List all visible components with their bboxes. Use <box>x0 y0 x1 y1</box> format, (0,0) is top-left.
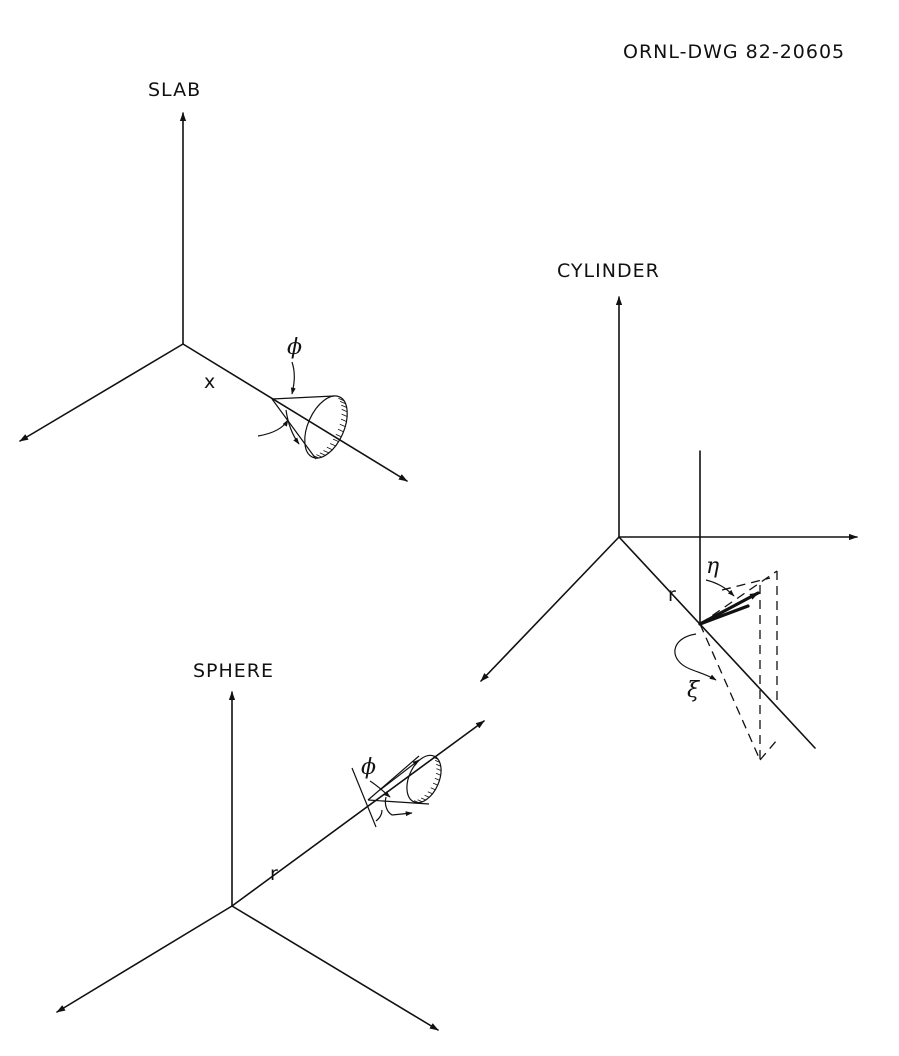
cone-hatch-line <box>339 423 346 427</box>
drawing-number: ORNL-DWG 82-20605 <box>623 41 845 63</box>
sphere-left-axis <box>56 905 233 1013</box>
sphere-diagram: SPHERE r ϕ <box>56 660 485 1031</box>
cylinder-eta-label: η <box>706 554 719 579</box>
sphere-cone-shading <box>413 756 442 803</box>
cone-hatch-line <box>341 404 347 408</box>
cylinder-direction-vector-2 <box>698 604 750 626</box>
sphere-right-axis <box>231 905 439 1031</box>
slab-left-axis <box>19 343 184 442</box>
cylinder-projection-dash <box>721 577 771 591</box>
slab-direction-axis <box>182 343 408 482</box>
slab-azimuth-arrow <box>257 419 289 437</box>
slab-cone-base <box>304 395 348 459</box>
cone-hatch-line <box>436 763 441 767</box>
slab-cone-upper-edge <box>271 395 335 400</box>
slab-angle-arrow <box>290 361 296 395</box>
slab-azimuth-arrow-lower <box>285 409 300 445</box>
cone-hatch-line <box>434 777 440 781</box>
cone-hatch-line <box>326 446 333 451</box>
sphere-angle-label: ϕ <box>361 755 376 780</box>
cone-hatch-line <box>436 768 442 771</box>
cylinder-diagram: CYLINDER r η ξ <box>480 260 858 761</box>
sphere-tangent-plane <box>351 767 377 828</box>
cone-hatch-line <box>338 397 345 402</box>
cylinder-left-axis <box>480 536 620 682</box>
cone-hatch-line <box>323 450 330 454</box>
cone-hatch-line <box>434 759 440 763</box>
cone-hatch-line <box>432 782 438 786</box>
cone-hatch-line <box>420 797 426 801</box>
cylinder-projection-dash <box>759 739 778 761</box>
cone-hatch-line <box>430 787 436 791</box>
cylinder-projection-dash <box>699 570 778 625</box>
cylinder-position-label: r <box>668 584 676 606</box>
cone-hatch-line <box>417 799 423 803</box>
sphere-cone-upper-edge <box>367 755 420 801</box>
cone-hatch-line <box>427 791 433 795</box>
sphere-cone-base <box>406 754 442 804</box>
slab-cone-shading <box>312 397 348 459</box>
cone-hatch-line <box>341 413 348 417</box>
cone-hatch-line <box>340 418 347 422</box>
cone-hatch-line <box>335 434 342 438</box>
cylinder-projection-dash <box>699 623 761 761</box>
cone-hatch-line <box>319 452 326 456</box>
sphere-cone-axis-arrow <box>379 759 420 791</box>
cylinder-eta-arc <box>705 579 735 597</box>
sphere-azimuth-arrow <box>384 796 413 817</box>
sphere-radial-axis <box>231 720 485 907</box>
slab-angle-label: ϕ <box>287 335 302 360</box>
cylinder-xi-arc <box>674 633 717 681</box>
cone-hatch-line <box>435 772 441 776</box>
cylinder-title: CYLINDER <box>557 260 660 282</box>
sphere-cone-lower-edge <box>367 799 430 805</box>
cone-hatch-line <box>424 794 430 798</box>
slab-cone-lower-edge <box>271 398 317 460</box>
slab-diagram: SLAB x ϕ <box>19 79 408 482</box>
cone-hatch-line <box>433 756 439 760</box>
slab-position-label: x <box>204 371 215 393</box>
slab-title: SLAB <box>148 79 201 101</box>
cone-hatch-line <box>312 455 319 459</box>
cone-hatch-line <box>341 409 348 413</box>
cylinder-radial-axis <box>618 536 816 749</box>
cylinder-xi-label: ξ <box>687 678 701 703</box>
sphere-title: SPHERE <box>193 660 274 682</box>
sphere-azimuth-tick <box>375 809 383 822</box>
cone-hatch-line <box>329 443 336 447</box>
cone-hatch-line <box>413 800 419 803</box>
cone-hatch-line <box>332 438 339 442</box>
cone-hatch-line <box>316 454 322 458</box>
cone-hatch-line <box>337 428 344 433</box>
sphere-position-label: r <box>270 863 278 885</box>
cone-hatch-line <box>339 401 346 405</box>
